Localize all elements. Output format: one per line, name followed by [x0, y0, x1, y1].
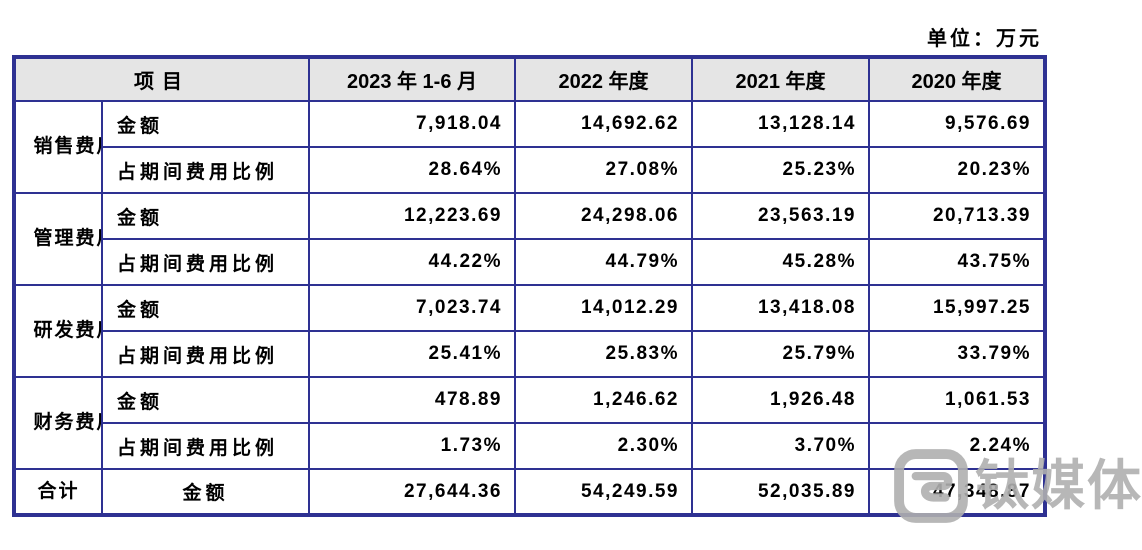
cell-value: 2.24% [868, 422, 1046, 470]
table-row: 占期间费用比例 25.41% 25.83% 25.79% 33.79% [14, 330, 1046, 378]
cell-value: 27,644.36 [308, 468, 516, 516]
table-row: 研发费用 金额 7,023.74 14,012.29 13,418.08 15,… [13, 284, 1046, 378]
total-row-label: 金额 [101, 468, 310, 516]
cell-value: 43.75% [868, 238, 1046, 286]
group-rd-expense: 研发费用 [13, 284, 103, 378]
cell-value: 25.83% [514, 330, 693, 378]
cell-value: 20,713.39 [868, 192, 1046, 240]
header-2021: 2021 年度 [691, 56, 870, 102]
row-label-ratio: 占期间费用比例 [101, 422, 310, 470]
header-2020: 2020 年度 [868, 56, 1046, 102]
cell-value: 13,418.08 [691, 284, 870, 332]
cell-value: 44.22% [308, 238, 516, 286]
table-row-total: 合计 金额 27,644.36 54,249.59 52,035.89 47,3… [13, 468, 1046, 516]
cell-value: 7,918.04 [308, 100, 516, 148]
row-label-amount: 金额 [101, 192, 310, 240]
cell-value: 7,023.74 [308, 284, 516, 332]
cell-value: 12,223.69 [308, 192, 516, 240]
row-label-amount: 金额 [101, 100, 310, 148]
cell-value: 9,576.69 [868, 100, 1046, 148]
group-label: 研发费用 [33, 320, 101, 342]
row-label-amount: 金额 [101, 376, 310, 424]
cell-value: 52,035.89 [691, 468, 870, 516]
cell-value: 45.28% [691, 238, 870, 286]
cell-value: 20.23% [868, 146, 1046, 194]
group-label: 管理费用 [33, 228, 101, 250]
cell-value: 25.41% [308, 330, 516, 378]
table-header-row: 项目 2023 年 1-6 月 2022 年度 2021 年度 2020 年度 [13, 56, 1046, 102]
cell-value: 1,926.48 [691, 376, 870, 424]
header-item: 项目 [13, 56, 310, 102]
table-row: 财务费用 金额 478.89 1,246.62 1,926.48 1,061.5… [13, 376, 1046, 470]
cell-value: 2.30% [514, 422, 693, 470]
group-label: 销售费用 [33, 136, 101, 158]
total-group-label: 合计 [13, 468, 103, 516]
cell-value: 15,997.25 [868, 284, 1046, 332]
group-sales-expense: 销售费用 [13, 100, 103, 194]
group-label: 财务费用 [33, 412, 101, 434]
group-admin-expense: 管理费用 [13, 192, 103, 286]
cell-value: 1,061.53 [868, 376, 1046, 424]
cell-value: 33.79% [868, 330, 1046, 378]
row-label-ratio: 占期间费用比例 [101, 146, 310, 194]
row-label-ratio: 占期间费用比例 [101, 238, 310, 286]
cell-value: 14,012.29 [514, 284, 693, 332]
cell-value: 23,563.19 [691, 192, 870, 240]
header-2022: 2022 年度 [514, 56, 693, 102]
unit-label: 单位：万元 [927, 28, 1042, 50]
cell-value: 1,246.62 [514, 376, 693, 424]
group-finance-expense: 财务费用 [13, 376, 103, 470]
cell-value: 27.08% [514, 146, 693, 194]
table-row: 占期间费用比例 44.22% 44.79% 45.28% 43.75% [14, 238, 1046, 286]
cell-value: 54,249.59 [514, 468, 693, 516]
group-label: 合计 [37, 480, 80, 502]
header-2023h1: 2023 年 1-6 月 [308, 56, 516, 102]
table-row: 占期间费用比例 1.73% 2.30% 3.70% 2.24% [14, 422, 1046, 470]
table-row: 管理费用 金额 12,223.69 24,298.06 23,563.19 20… [13, 192, 1046, 286]
cell-value: 47,348.87 [868, 468, 1046, 516]
cell-value: 25.23% [691, 146, 870, 194]
row-label-amount: 金额 [101, 284, 310, 332]
table-row: 销售费用 金额 7,918.04 14,692.62 13,128.14 9,5… [13, 100, 1046, 194]
cell-value: 28.64% [308, 146, 516, 194]
cell-value: 13,128.14 [691, 100, 870, 148]
cell-value: 14,692.62 [514, 100, 693, 148]
table-row: 占期间费用比例 28.64% 27.08% 25.23% 20.23% [14, 146, 1046, 194]
cell-value: 44.79% [514, 238, 693, 286]
expense-table: 项目 2023 年 1-6 月 2022 年度 2021 年度 2020 年度 … [12, 55, 1047, 517]
cell-value: 24,298.06 [514, 192, 693, 240]
cell-value: 1.73% [308, 422, 516, 470]
cell-value: 25.79% [691, 330, 870, 378]
cell-value: 478.89 [308, 376, 516, 424]
cell-value: 3.70% [691, 422, 870, 470]
row-label-ratio: 占期间费用比例 [101, 330, 310, 378]
